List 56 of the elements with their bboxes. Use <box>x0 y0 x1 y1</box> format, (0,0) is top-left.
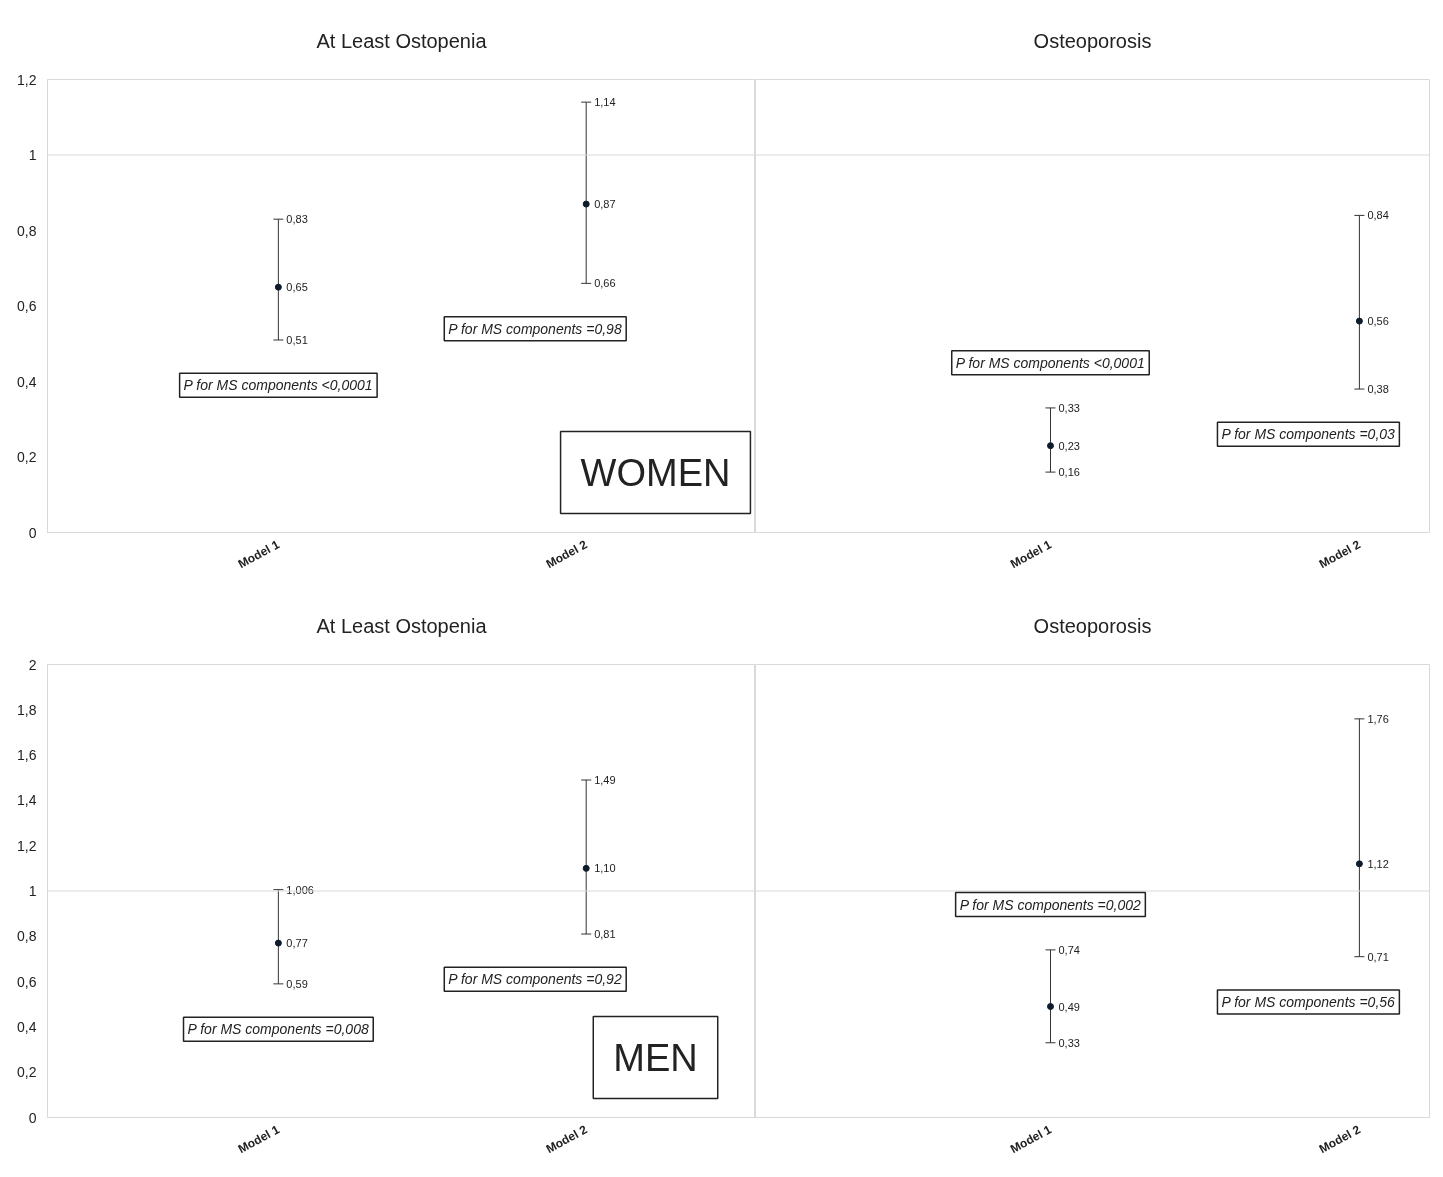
y-tick-label: 1 <box>28 147 37 163</box>
y-tick-label: 1,2 <box>17 837 37 854</box>
annotation: P for MS components <0,0001 <box>955 354 1145 371</box>
y-tick-label: 2 <box>28 656 37 673</box>
y-tick-label: 1,2 <box>17 71 37 88</box>
data-label: 0,87 <box>594 198 616 211</box>
y-tick-label: 0,2 <box>17 449 37 465</box>
annotation: 0,84 <box>1367 209 1389 222</box>
y-tick-label: 0,2 <box>17 1064 37 1081</box>
annotation: 1,14 <box>594 96 616 109</box>
y-tick-label: 0,6 <box>17 973 37 990</box>
y-tick-label: 0,4 <box>17 373 37 390</box>
annotation: P for MS components =0,56 <box>1221 993 1396 1010</box>
y-tick-label: 1,8 <box>17 701 37 718</box>
data-label: 1,10 <box>594 862 616 875</box>
y-tick-label: 0 <box>28 524 37 541</box>
y-tick-label: 1,6 <box>17 747 37 764</box>
annotation: 0,81 <box>594 928 616 941</box>
annotation: P for MS components =0,008 <box>187 1021 369 1038</box>
text: MEN <box>613 1036 698 1079</box>
data-label: 0,49 <box>1058 1000 1080 1013</box>
y-tick-label: 0,8 <box>17 928 37 945</box>
annotation: 0,51 <box>286 333 308 346</box>
annotation: 0,59 <box>286 977 308 990</box>
annotation: 0,16 <box>1058 466 1080 479</box>
y-tick-label: 1 <box>28 883 37 899</box>
annotation: 0,83 <box>286 213 308 226</box>
chart-title: At Least Ostopenia <box>316 615 488 637</box>
data-label: 0,56 <box>1367 315 1389 328</box>
data-label: 0,77 <box>286 937 308 950</box>
data-label: 0,23 <box>1058 439 1080 452</box>
chart-title: Osteoporosis <box>1033 30 1152 52</box>
text: WOMEN <box>580 451 731 494</box>
annotation: P for MS components =0,98 <box>448 320 622 337</box>
chart-title: Osteoporosis <box>1033 615 1152 637</box>
annotation: P for MS components =0,03 <box>1221 426 1396 443</box>
data-label: 0,65 <box>286 281 308 294</box>
annotation: 0,71 <box>1367 950 1389 963</box>
chart-title: At Least Ostopenia <box>316 30 488 52</box>
annotation: P for MS components =0,92 <box>448 971 622 988</box>
annotation: 1,76 <box>1367 712 1389 725</box>
annotation: 0,38 <box>1367 383 1389 396</box>
y-tick-label: 0 <box>28 1109 37 1126</box>
y-tick-label: 0,4 <box>17 1018 37 1035</box>
annotation: P for MS components <0,0001 <box>183 377 373 394</box>
annotation: 0,66 <box>594 277 616 290</box>
annotation: 0,74 <box>1058 943 1080 956</box>
y-tick-label: 1,4 <box>17 792 37 809</box>
data-label: 1,12 <box>1367 857 1389 870</box>
y-tick-label: 0,6 <box>17 298 37 314</box>
y-tick-label: 0,8 <box>17 222 37 239</box>
annotation: 1,006 <box>286 883 314 896</box>
annotation: 0,33 <box>1058 1036 1080 1049</box>
annotation: 1,49 <box>594 774 616 787</box>
annotation: 0,33 <box>1058 401 1080 414</box>
annotation: P for MS components =0,002 <box>959 896 1142 913</box>
